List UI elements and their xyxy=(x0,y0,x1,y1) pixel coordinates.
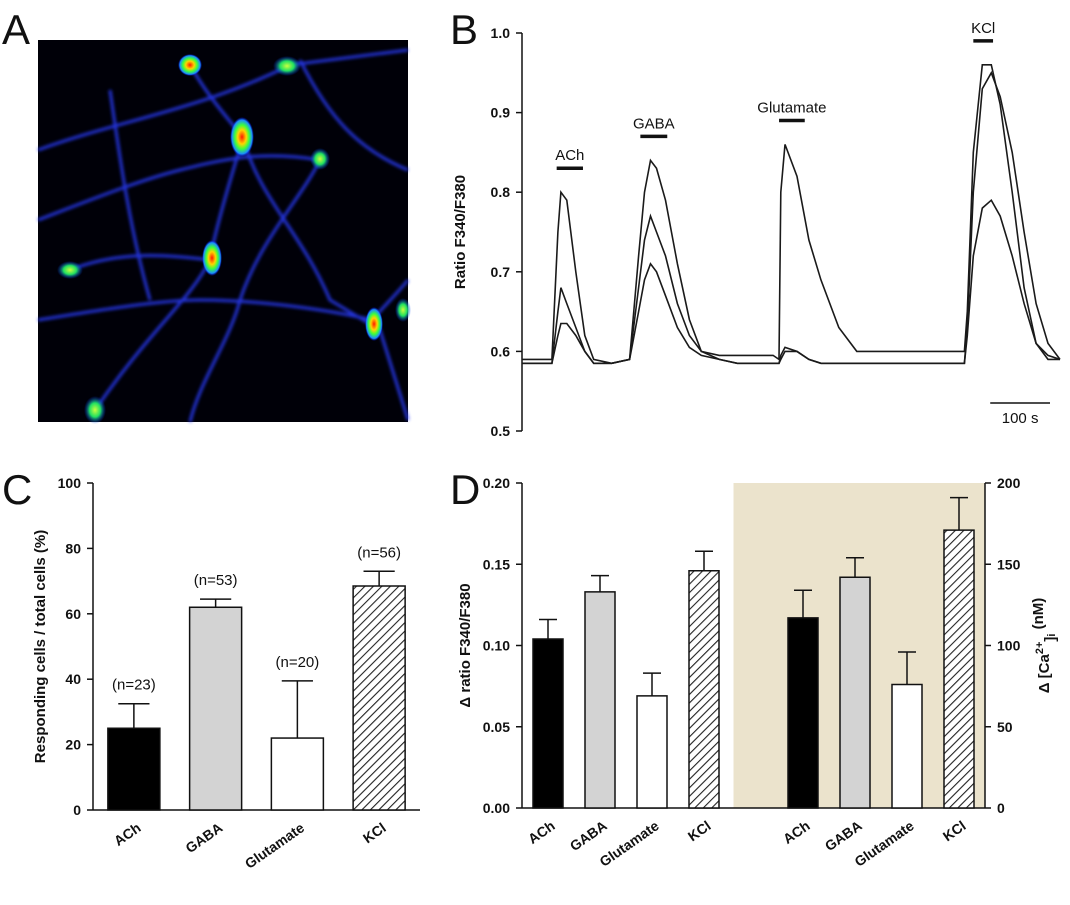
y-axis-label: Responding cells / total cells (%) xyxy=(32,530,49,763)
bar xyxy=(188,606,243,811)
bar xyxy=(532,638,564,809)
y-tick-label: 100 xyxy=(997,638,1021,654)
y-tick-label: 0.9 xyxy=(491,105,511,121)
n-label: (n=23) xyxy=(112,677,156,694)
x-tick-label: ACh xyxy=(780,817,813,847)
micrograph xyxy=(37,40,411,424)
y-tick-label: 200 xyxy=(997,475,1021,491)
y-tick-label: 1.0 xyxy=(491,25,511,41)
stimulus-label: KCl xyxy=(971,20,995,37)
y2-axis-label-part: 2+ xyxy=(1034,642,1046,655)
x-tick-label: ACh xyxy=(525,817,558,847)
stimulus-label: GABA xyxy=(633,115,675,132)
x-tick-label: GABA xyxy=(822,817,865,854)
n-label: (n=56) xyxy=(357,544,401,561)
bar xyxy=(943,529,975,809)
y-tick-label: 0.5 xyxy=(491,423,511,439)
bar xyxy=(107,727,161,811)
trace xyxy=(522,64,1060,365)
panel-label: C xyxy=(2,466,32,513)
y-axis-label: Ratio F340/F380 xyxy=(452,175,469,289)
y-tick-label: 0 xyxy=(997,800,1005,816)
bar xyxy=(787,617,819,809)
stimulus-label: Glutamate xyxy=(757,99,826,116)
y-tick-label: 0.05 xyxy=(483,719,510,735)
x-tick-label: ACh xyxy=(111,819,144,849)
scale-bar-label: 100 s xyxy=(1002,410,1039,427)
y-tick-label: 80 xyxy=(65,540,81,556)
y-axis-label: Δ ratio F340/F380 xyxy=(457,583,474,707)
x-tick-label: Glutamate xyxy=(851,817,916,869)
y-tick-label: 60 xyxy=(65,606,81,622)
bar xyxy=(270,737,325,811)
y-tick-label: 0.6 xyxy=(491,343,511,359)
y2-axis-label-part: i xyxy=(1046,634,1058,637)
y2-axis-label: Δ [Ca2+]i (nM) xyxy=(1030,598,1059,694)
panel-label: A xyxy=(2,6,30,53)
y-tick-label: 0 xyxy=(73,802,81,818)
x-tick-label: KCl xyxy=(360,819,389,846)
stimulus-label: ACh xyxy=(555,147,584,164)
trace xyxy=(522,198,1061,365)
y2-axis-label-part: ] xyxy=(1042,637,1059,642)
bar xyxy=(352,585,406,811)
n-label: (n=53) xyxy=(194,572,238,589)
bar xyxy=(891,683,923,809)
x-tick-label: KCl xyxy=(940,817,969,844)
panel-label: D xyxy=(450,466,480,513)
y-tick-label: 20 xyxy=(65,737,81,753)
bar xyxy=(688,570,720,809)
y-tick-label: 0.7 xyxy=(491,264,511,280)
x-tick-label: Glutamate xyxy=(242,819,307,871)
y-tick-label: 150 xyxy=(997,556,1021,572)
y-tick-label: 0.8 xyxy=(491,184,511,200)
bar xyxy=(636,695,668,809)
bar xyxy=(839,576,871,809)
bar xyxy=(584,591,616,809)
x-tick-label: Glutamate xyxy=(596,817,661,869)
y-tick-label: 50 xyxy=(997,719,1013,735)
panel-label: B xyxy=(450,6,478,53)
y2-axis-label-part: (nM) xyxy=(1030,598,1047,634)
y-tick-label: 40 xyxy=(65,671,81,687)
y-tick-label: 100 xyxy=(58,475,82,491)
n-label: (n=20) xyxy=(275,654,319,671)
y-tick-label: 0.20 xyxy=(483,475,510,491)
y-tick-label: 0.10 xyxy=(483,638,510,654)
y-tick-label: 0.15 xyxy=(483,556,510,572)
y2-axis-label-part: Δ [Ca xyxy=(1036,654,1053,694)
x-tick-label: GABA xyxy=(567,817,610,854)
x-tick-label: KCl xyxy=(685,817,714,844)
y-tick-label: 0.00 xyxy=(483,800,510,816)
x-tick-label: GABA xyxy=(182,819,225,856)
